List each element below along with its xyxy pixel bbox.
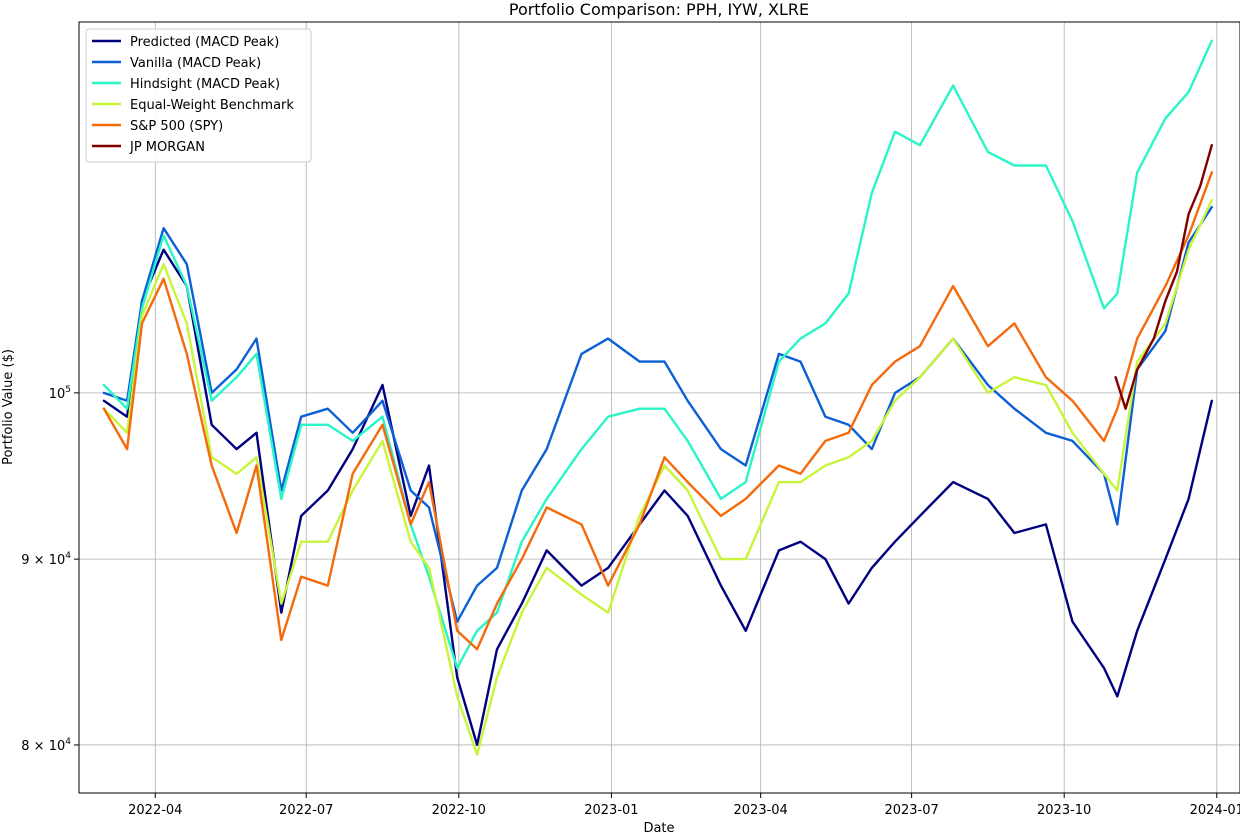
legend-label: Predicted (MACD Peak)	[130, 35, 279, 50]
x-tick-label: 2022-04	[128, 803, 182, 818]
x-tick-label: 2023-10	[1037, 803, 1091, 818]
y-tick-label-exponent: 4	[65, 551, 71, 561]
series-line-4	[102, 198, 1213, 756]
y-tick-label-base: 10	[49, 387, 66, 402]
legend-label: Hindsight (MACD Peak)	[130, 77, 280, 92]
x-tick-label: 2022-10	[432, 803, 486, 818]
x-tick-label: 2023-07	[884, 803, 938, 818]
y-tick-label-exponent: 4	[65, 737, 71, 747]
legend-label: Equal-Weight Benchmark	[130, 98, 294, 113]
x-tick-label: 2023-04	[734, 803, 788, 818]
series-line-2	[102, 205, 1213, 623]
legend-label: Vanilla (MACD Peak)	[130, 56, 261, 71]
x-axis-label: Date	[643, 821, 674, 835]
series-layer	[102, 39, 1213, 756]
chart-title: Portfolio Comparison: PPH, IYW, XLRE	[509, 0, 809, 19]
series-line-3	[102, 39, 1213, 670]
y-axis-label: Portfolio Value ($)	[1, 349, 16, 465]
y-tick-label: 8 × 104	[21, 737, 71, 754]
x-tick-label: 2023-01	[584, 803, 638, 818]
x-tick-label: 2024-01	[1190, 803, 1240, 818]
y-tick-label-exponent: 5	[65, 385, 71, 395]
x-tick-label: 2022-07	[279, 803, 333, 818]
plot-frame	[78, 21, 1240, 794]
grid-layer	[79, 22, 1240, 793]
y-tick-label-base: 9 × 10	[21, 553, 65, 568]
legend-box	[85, 28, 312, 163]
legend-label: S&P 500 (SPY)	[130, 119, 223, 134]
y-tick-label-base: 8 × 10	[21, 739, 65, 754]
y-tick-label: 9 × 104	[21, 551, 71, 568]
series-line-5	[102, 171, 1213, 651]
legend: Predicted (MACD Peak) Vanilla (MACD Peak)…	[85, 28, 312, 163]
y-tick-label: 105	[49, 385, 71, 402]
legend-label: JP MORGAN	[129, 140, 205, 155]
series-line-6	[1114, 144, 1213, 410]
tick-layer: 2022-04 2022-07 2022-10 2023-01 2023-04 2023-…	[21, 385, 1240, 818]
